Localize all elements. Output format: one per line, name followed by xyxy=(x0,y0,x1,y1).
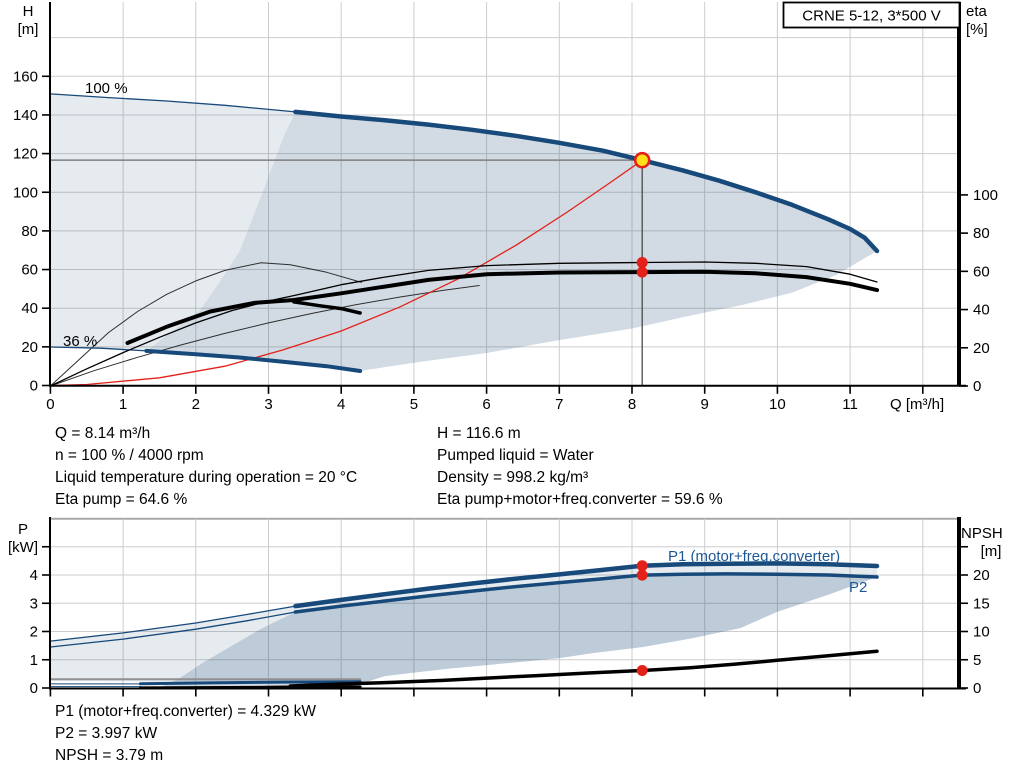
p2-curve-thin xyxy=(49,611,297,648)
y-left-tick-label: 0 xyxy=(30,680,38,697)
speed-label-36: 36 % xyxy=(63,333,97,350)
x-tick-label: 5 xyxy=(410,396,418,413)
qh-grid xyxy=(50,2,959,386)
y-left-tick-label: 2 xyxy=(30,624,38,641)
power-envelope-light xyxy=(50,563,877,684)
p2-curve-label: P2 xyxy=(849,579,867,596)
speed-label-100: 100 % xyxy=(85,80,128,97)
y-right-tick-label: 80 xyxy=(973,225,990,242)
info-line: Pumped liquid = Water xyxy=(437,447,594,464)
y-left-tick-label: 40 xyxy=(21,300,38,317)
pump-model-label: CRNE 5-12, 3*500 V xyxy=(802,8,940,25)
y-right-tick-label: 20 xyxy=(973,567,990,584)
x-tick-label: 6 xyxy=(482,396,490,413)
info-line: H = 116.6 m xyxy=(437,425,521,442)
pump-model-box xyxy=(782,1,961,29)
y-left-tick-label: 160 xyxy=(13,68,38,85)
duty-dot xyxy=(636,266,648,278)
info-line: Density = 998.2 kg/m³ xyxy=(437,469,588,486)
h-axis-unit: [m] xyxy=(18,21,39,38)
eta-total-curve xyxy=(125,269,879,345)
info-line: P2 = 3.997 kW xyxy=(55,725,157,742)
y-left-tick-label: 3 xyxy=(30,595,38,612)
y-right-tick-label: 60 xyxy=(973,263,990,280)
p1-curve-label: P1 (motor+freq.converter) xyxy=(668,548,840,565)
operating-point xyxy=(633,151,651,169)
duty-dot xyxy=(636,569,648,581)
y-left-tick-label: 60 xyxy=(21,262,38,279)
y-left-tick-label: 20 xyxy=(21,339,38,356)
y-left-tick-label: 0 xyxy=(30,378,38,395)
x-tick-label: 4 xyxy=(337,396,345,413)
qh-chart: 0 1 2 3 4 5 6 7 8 9 10 11 0 20 40 60 80 100 120 140 160 0 20 40… xyxy=(13,1,998,413)
y-right-tick-label: 15 xyxy=(973,595,990,612)
info-line: Eta pump = 64.6 % xyxy=(55,491,187,508)
x-tick-label: 3 xyxy=(264,396,272,413)
power-envelope-dark xyxy=(159,573,877,688)
y-left-tick-label: 80 xyxy=(21,223,38,240)
info-line: Q = 8.14 m³/h xyxy=(55,425,150,442)
qh-100-curve-thin xyxy=(49,93,297,113)
h-axis-title: H xyxy=(23,3,34,20)
npsh-axis-title: NPSH xyxy=(961,525,1003,542)
info-line: n = 100 % / 4000 rpm xyxy=(55,447,204,464)
eta-speed-curve-2 xyxy=(49,285,480,387)
y-left-tick-label: 120 xyxy=(13,146,38,163)
y-right-tick-label: 20 xyxy=(973,340,990,357)
eta-fork-branch xyxy=(292,300,362,315)
power-npsh-chart: 0 1 2 3 4 0 5 10 15 20 P [kW] NPSH [m] P1 (motor+… xyxy=(8,517,1003,697)
system-curve xyxy=(49,159,643,387)
x-tick-label: 1 xyxy=(119,396,127,413)
info-line: P1 (motor+freq.converter) = 4.329 kW xyxy=(55,703,316,720)
y-left-tick-label: 1 xyxy=(30,652,38,669)
info-line: NPSH = 3.79 m xyxy=(55,747,163,764)
x-tick-label: 0 xyxy=(46,396,54,413)
eta-axis-unit: [%] xyxy=(966,21,988,38)
y-right-tick-label: 40 xyxy=(973,302,990,319)
info-line: Eta pump+motor+freq.converter = 59.6 % xyxy=(437,491,723,508)
x-tick-label: 9 xyxy=(701,396,709,413)
y-left-tick-label: 4 xyxy=(30,567,38,584)
y-left-tick-label: 100 xyxy=(13,184,38,201)
p1-36-curve xyxy=(139,680,362,686)
q-axis-title: Q [m³/h] xyxy=(890,396,944,413)
p-axis-title: P xyxy=(18,521,28,538)
y-right-tick-label: 0 xyxy=(973,680,981,697)
y-left-tick-label: 140 xyxy=(13,107,38,124)
info-line: Liquid temperature during operation = 20… xyxy=(55,469,357,486)
duty-dot xyxy=(636,664,648,676)
x-tick-label: 7 xyxy=(555,396,563,413)
npsh-axis-unit: [m] xyxy=(981,543,1002,560)
duty-dot xyxy=(636,257,648,269)
y-right-tick-label: 5 xyxy=(973,652,981,669)
qh-36-curve xyxy=(144,348,363,373)
allowed-area-light xyxy=(50,93,296,351)
duty-dot xyxy=(636,560,648,572)
npsh-curve xyxy=(288,649,879,688)
eta-speed-arc xyxy=(49,262,363,387)
x-tick-label: 2 xyxy=(192,396,200,413)
y-right-tick-label: 0 xyxy=(973,378,981,395)
y-right-tick-label: 10 xyxy=(973,624,990,641)
duty-info-block: Q = 8.14 m³/h n = 100 % / 4000 rpm Liqui… xyxy=(55,425,723,508)
eta-pump-curve xyxy=(49,261,878,387)
p1-curve xyxy=(293,561,880,609)
power-info-block: P1 (motor+freq.converter) = 4.329 kW P2 … xyxy=(55,703,316,764)
y-right-tick-label: 100 xyxy=(973,187,998,204)
p-axis-unit: [kW] xyxy=(8,539,38,556)
eta-axis-title: eta xyxy=(966,3,988,20)
p1-curve-thin xyxy=(49,605,297,642)
qh-36-curve-thin xyxy=(49,346,148,352)
x-tick-label: 8 xyxy=(628,396,636,413)
x-tick-label: 10 xyxy=(769,396,786,413)
p2-curve xyxy=(293,572,879,614)
x-tick-label: 11 xyxy=(842,396,858,413)
